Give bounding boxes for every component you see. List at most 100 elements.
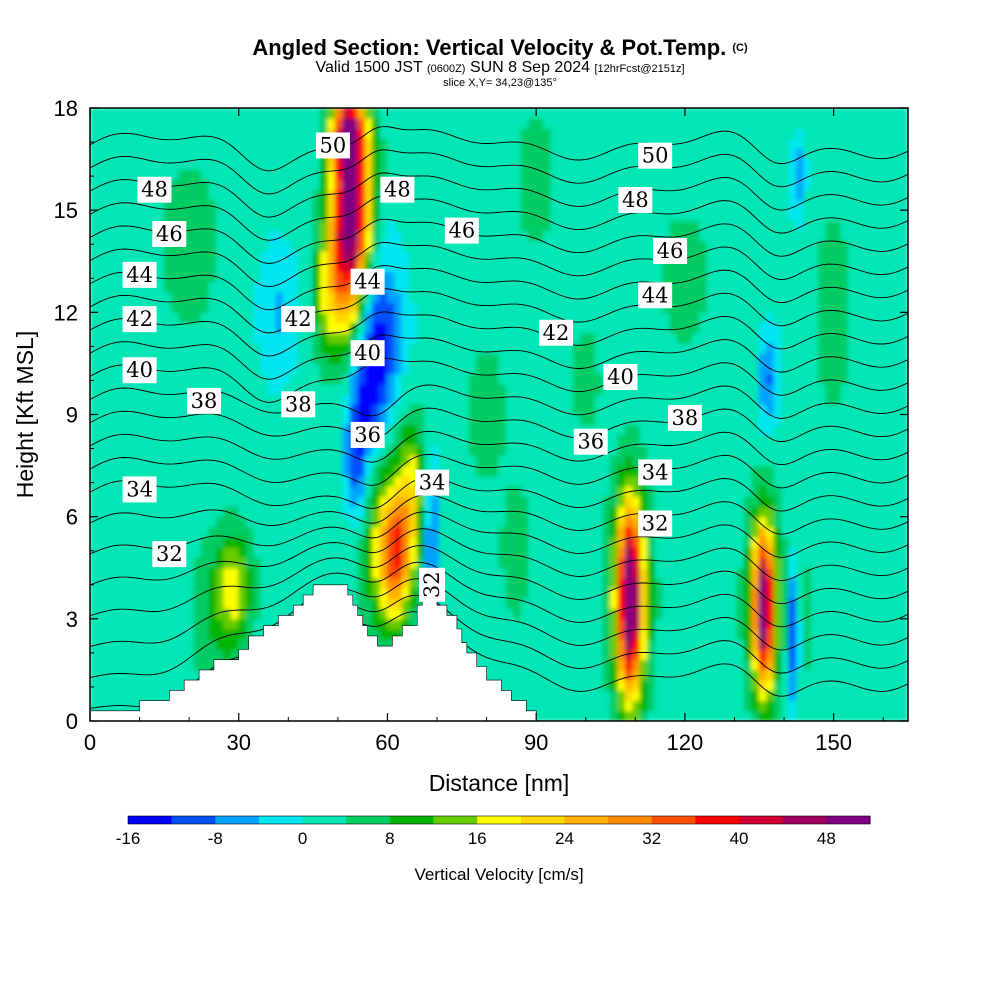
velocity-cell bbox=[126, 209, 136, 221]
velocity-cell bbox=[275, 485, 284, 497]
velocity-cell bbox=[684, 393, 693, 405]
velocity-cell bbox=[468, 475, 478, 487]
velocity-cell bbox=[624, 597, 634, 610]
velocity-cell bbox=[565, 403, 574, 415]
velocity-cell bbox=[624, 219, 634, 232]
velocity-cell bbox=[275, 117, 284, 129]
velocity-cell bbox=[178, 362, 188, 375]
velocity-cell bbox=[520, 199, 530, 211]
velocity-cell bbox=[416, 209, 426, 221]
velocity-cell bbox=[624, 240, 634, 252]
velocity-cell bbox=[357, 158, 366, 170]
velocity-cell bbox=[193, 373, 203, 385]
velocity-cell bbox=[275, 362, 284, 375]
velocity-cell bbox=[96, 444, 106, 456]
velocity-cell bbox=[134, 403, 143, 415]
velocity-cell bbox=[602, 291, 612, 303]
velocity-cell bbox=[424, 301, 433, 313]
velocity-cell bbox=[699, 587, 708, 599]
velocity-cell bbox=[275, 536, 284, 548]
velocity-cell bbox=[364, 189, 374, 201]
velocity-cell bbox=[446, 189, 455, 201]
velocity-cell bbox=[245, 209, 255, 221]
velocity-cell bbox=[654, 219, 664, 232]
velocity-cell bbox=[431, 536, 441, 548]
velocity-cell bbox=[632, 168, 641, 181]
velocity-cell bbox=[193, 628, 203, 640]
velocity-cell bbox=[632, 669, 641, 681]
velocity-cell bbox=[349, 189, 359, 201]
velocity-cell bbox=[468, 444, 478, 456]
velocity-cell bbox=[572, 526, 582, 538]
velocity-cell bbox=[424, 127, 433, 140]
velocity-cell bbox=[699, 659, 708, 671]
velocity-cell bbox=[334, 516, 344, 528]
velocity-cell bbox=[119, 567, 128, 579]
velocity-cell bbox=[186, 516, 195, 528]
velocity-cell bbox=[684, 577, 693, 589]
velocity-cell bbox=[201, 362, 210, 375]
velocity-cell bbox=[453, 618, 463, 630]
velocity-cell bbox=[238, 383, 247, 395]
velocity-cell bbox=[572, 618, 582, 630]
velocity-cell bbox=[647, 311, 656, 324]
velocity-cell bbox=[520, 505, 530, 518]
velocity-cell bbox=[342, 577, 351, 589]
velocity-cell bbox=[468, 281, 478, 293]
velocity-cell bbox=[699, 230, 708, 242]
velocity-cell bbox=[111, 138, 121, 150]
velocity-cell bbox=[186, 332, 195, 344]
velocity-cell bbox=[669, 567, 678, 579]
velocity-cell bbox=[215, 311, 225, 324]
velocity-cell bbox=[379, 465, 388, 477]
velocity-cell bbox=[632, 618, 641, 630]
velocity-cell bbox=[557, 311, 567, 324]
velocity-cell bbox=[215, 148, 225, 160]
velocity-cell bbox=[297, 291, 307, 303]
velocity-cell bbox=[156, 638, 165, 650]
velocity-cell bbox=[126, 546, 136, 559]
velocity-cell bbox=[223, 108, 232, 119]
velocity-cell bbox=[468, 454, 478, 467]
velocity-cell bbox=[126, 444, 136, 456]
velocity-cell bbox=[201, 332, 210, 344]
velocity-cell bbox=[439, 434, 448, 446]
velocity-cell bbox=[684, 281, 693, 293]
velocity-cell bbox=[178, 495, 188, 507]
velocity-cell bbox=[446, 362, 455, 375]
velocity-cell bbox=[669, 669, 678, 681]
velocity-cell bbox=[111, 332, 121, 344]
velocity-cell bbox=[245, 628, 255, 640]
velocity-cell bbox=[498, 332, 507, 344]
velocity-cell bbox=[468, 117, 478, 129]
velocity-cell bbox=[230, 567, 240, 579]
velocity-cell bbox=[453, 311, 463, 324]
velocity-cell bbox=[535, 536, 545, 548]
velocity-cell bbox=[245, 587, 255, 599]
velocity-cell bbox=[104, 424, 113, 436]
velocity-cell bbox=[186, 669, 195, 681]
velocity-cell bbox=[267, 465, 277, 477]
velocity-cell bbox=[565, 230, 574, 242]
velocity-cell bbox=[275, 209, 284, 221]
velocity-cell bbox=[275, 383, 284, 395]
velocity-cell bbox=[565, 189, 574, 201]
velocity-cell bbox=[706, 710, 716, 721]
velocity-cell bbox=[431, 362, 441, 375]
velocity-cell bbox=[119, 332, 128, 344]
velocity-cell bbox=[595, 138, 604, 150]
velocity-cell bbox=[461, 332, 470, 344]
velocity-cell bbox=[208, 465, 217, 477]
velocity-cell bbox=[178, 311, 188, 324]
velocity-cell bbox=[238, 189, 247, 201]
velocity-cell bbox=[260, 465, 269, 477]
velocity-cell bbox=[90, 689, 98, 702]
velocity-cell bbox=[342, 219, 351, 232]
velocity-cell bbox=[372, 373, 381, 385]
velocity-cell bbox=[491, 597, 500, 610]
velocity-cell bbox=[260, 618, 269, 630]
velocity-cell bbox=[201, 546, 210, 559]
velocity-cell bbox=[431, 454, 441, 467]
velocity-cell bbox=[691, 158, 701, 170]
velocity-cell bbox=[520, 127, 530, 140]
